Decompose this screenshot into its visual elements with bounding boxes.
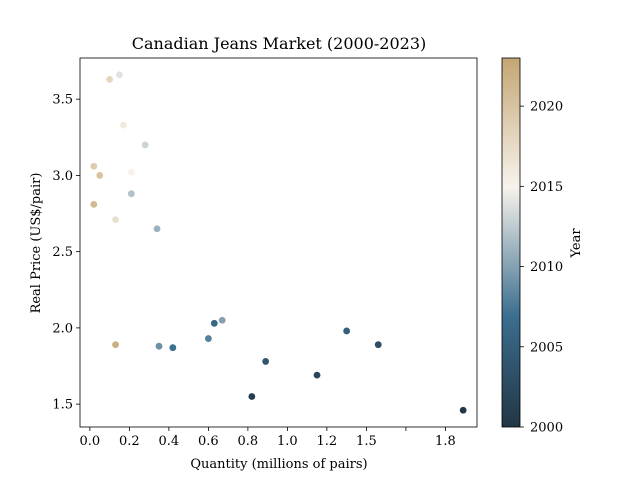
data-point — [248, 393, 256, 400]
data-point — [210, 319, 218, 327]
data-point — [90, 162, 98, 170]
data-point — [141, 141, 149, 149]
colorbar-gradient — [501, 57, 521, 428]
y-axis: 1.5 2.0 2.5 3.0 3.5 — [52, 93, 80, 413]
data-point — [116, 71, 123, 79]
data-point — [127, 190, 135, 198]
x-tick-label: 0.8 — [238, 434, 259, 449]
scatter-points — [90, 71, 467, 414]
colorbar-tick-label: 2005 — [530, 340, 563, 355]
data-point — [343, 327, 351, 335]
data-point — [218, 316, 226, 324]
plot-frame — [79, 57, 478, 428]
x-axis-label: Quantity (millions of pairs) — [190, 457, 367, 472]
colorbar-tick-label: 2020 — [530, 100, 563, 115]
plot-area: 0.0 0.2 0.4 0.6 0.8 1.0 1.2 1.5 1.8 1.5 2.0 2.5 3.0… — [52, 57, 478, 449]
data-point — [374, 341, 382, 349]
data-point — [262, 358, 270, 365]
data-point — [169, 344, 177, 352]
colorbar-tick-label: 2000 — [530, 421, 563, 436]
colorbar-tick-label: 2015 — [530, 180, 563, 195]
x-tick-label: 1.8 — [435, 434, 456, 449]
data-point — [155, 342, 163, 350]
y-tick-label: 1.5 — [52, 398, 73, 413]
data-point — [127, 168, 135, 176]
data-point — [112, 341, 119, 349]
data-point — [459, 406, 467, 414]
data-point — [204, 335, 212, 342]
y-tick-label: 2.5 — [52, 245, 73, 260]
data-point — [96, 172, 104, 179]
x-tick-label: 1.5 — [356, 434, 377, 449]
x-tick-label: 0.2 — [119, 434, 140, 449]
y-tick-label: 2.0 — [52, 321, 73, 336]
colorbar-label: Year — [569, 228, 584, 259]
colorbar-ticks: 2000 2005 2010 2015 2020 — [520, 100, 563, 436]
data-point — [153, 225, 161, 233]
colorbar-tick-label: 2010 — [530, 260, 563, 275]
y-tick-label: 3.5 — [52, 93, 73, 108]
x-tick-label: 1.0 — [277, 434, 298, 449]
data-point — [106, 75, 114, 83]
data-point — [90, 200, 98, 208]
x-axis: 0.0 0.2 0.4 0.6 0.8 1.0 1.2 1.5 1.8 — [80, 427, 456, 449]
data-point — [120, 121, 127, 129]
y-axis-label: Real Price (US$/pair) — [29, 173, 44, 314]
x-tick-label: 0.4 — [159, 434, 180, 449]
x-tick-label: 0.0 — [80, 434, 101, 449]
chart-title: Canadian Jeans Market (2000-2023) — [132, 34, 427, 53]
y-tick-label: 3.0 — [52, 169, 73, 184]
data-point — [112, 216, 119, 224]
x-tick-label: 1.2 — [317, 434, 338, 449]
data-point — [313, 371, 321, 379]
x-tick-label: 0.6 — [198, 434, 219, 449]
colorbar: 2000 2005 2010 2015 2020 — [501, 57, 563, 436]
